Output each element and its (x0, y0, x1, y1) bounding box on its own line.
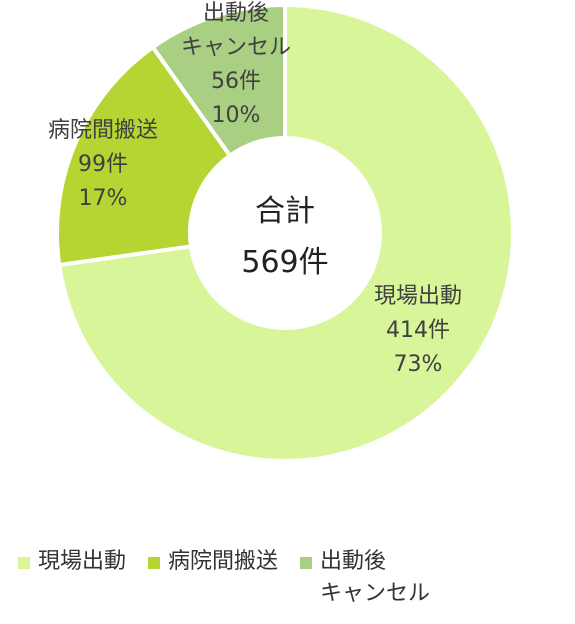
legend-swatch-genba (18, 557, 30, 569)
legend-label-genba: 現場出動 (38, 549, 127, 574)
legend-item-hospital-transfer: 病院間搬送 (148, 546, 278, 578)
legend: 現場出動 病院間搬送 出動後 キャンセル (18, 546, 563, 620)
slice-hospital-transfer (55, 44, 233, 268)
legend-item-genba: 現場出動 (18, 546, 126, 578)
slice-labels: 現場出動 414件 73% 病院間搬送 99件 17% 出動後キャンセル 56件 10% (48, 1, 462, 377)
legend-label-hospital-transfer: 病院間搬送 (168, 549, 279, 574)
slice-genba (56, 2, 515, 463)
slice-label-cancel-line-4: 10% (212, 103, 261, 128)
slice-label-genba: 現場出動 414件 73% (374, 284, 462, 377)
slice-label-cancel: 出動後キャンセル 56件 10% (181, 1, 291, 128)
slice-label-cancel-line-1: 出動後 (203, 1, 269, 26)
slice-label-hospital-transfer: 病院間搬送 99件 17% (48, 118, 158, 211)
center-label-title: 合計 (255, 194, 315, 229)
legend-swatch-hospital-transfer (148, 557, 161, 569)
legend-item-cancel: 出動後 キャンセル (300, 546, 460, 610)
slice-label-hospital-transfer-line-1: 病院間搬送 (48, 118, 158, 143)
slice-label-genba-line-3: 73% (394, 352, 443, 377)
legend-label-cancel: 出動後 キャンセル (320, 546, 460, 610)
legend-swatch-cancel (300, 557, 313, 569)
center-label-total: 569件 (241, 245, 328, 280)
legend-label-cancel-line2: キャンセル (320, 581, 431, 606)
donut-slices (55, 2, 515, 463)
slice-label-cancel-line-3: 56件 (211, 69, 261, 94)
slice-label-cancel-line-2: キャンセル (181, 35, 291, 60)
slice-label-genba-line-2: 414件 (386, 318, 450, 343)
slice-label-hospital-transfer-line-2: 99件 (78, 152, 128, 177)
legend-label-cancel-line1: 出動後 (320, 549, 387, 574)
slice-cancel (150, 2, 287, 159)
slice-label-genba-line-1: 現場出動 (374, 284, 462, 309)
slice-label-hospital-transfer-line-3: 17% (79, 186, 128, 211)
